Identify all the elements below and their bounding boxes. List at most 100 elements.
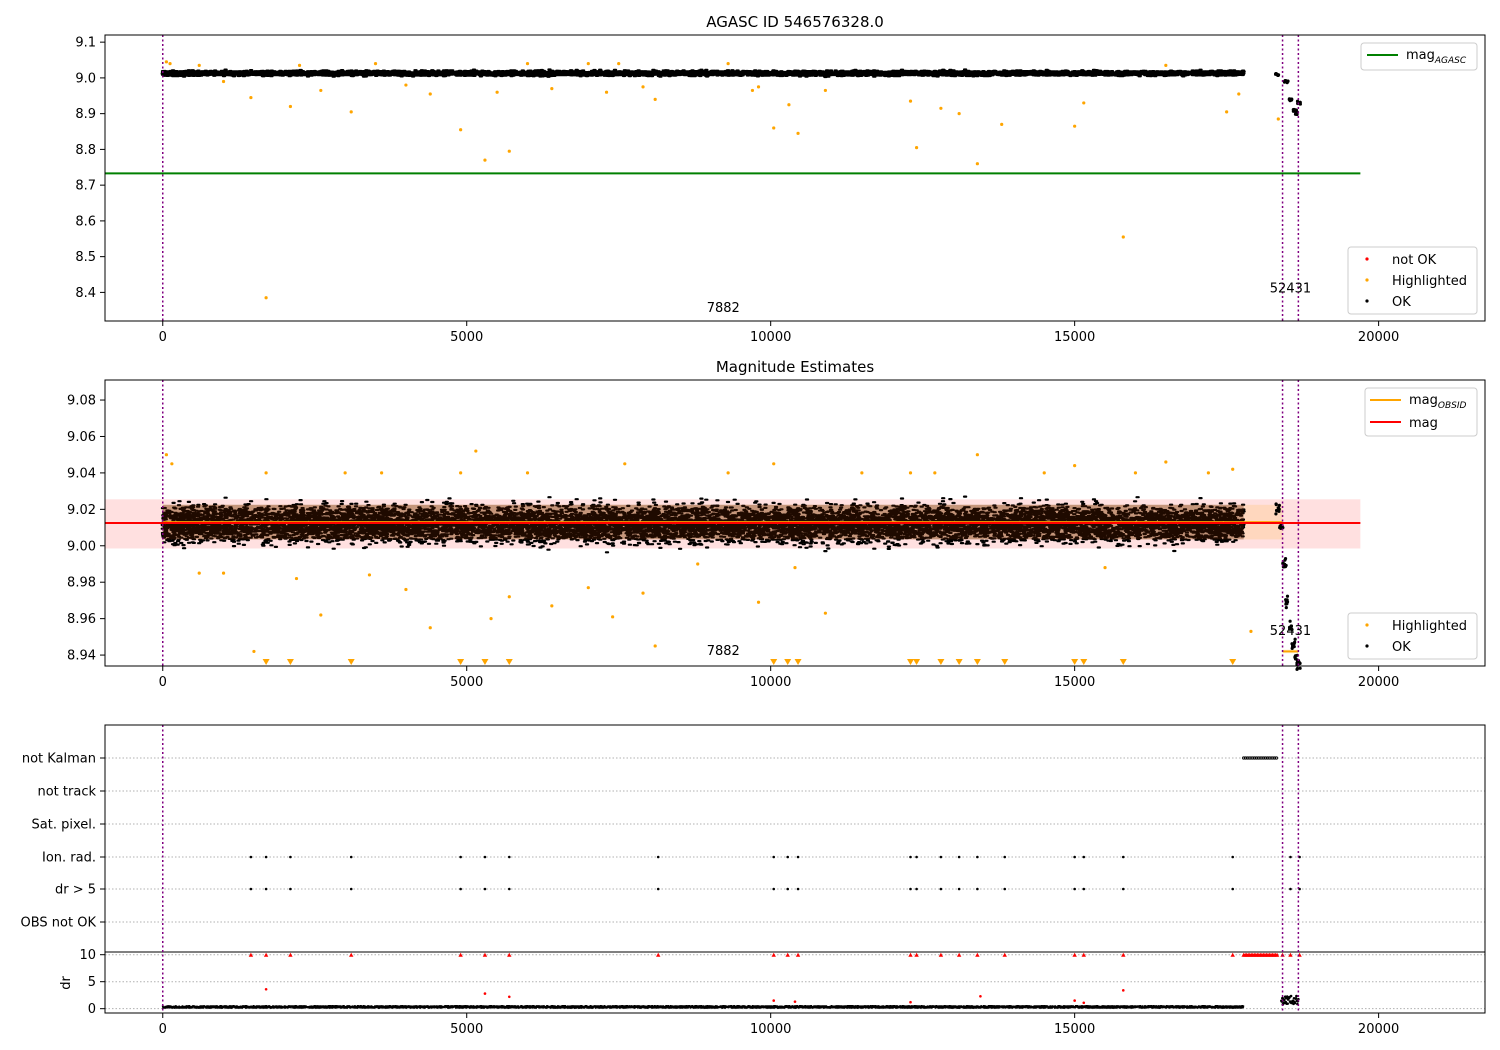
highlighted-point — [1231, 467, 1235, 471]
panel-2-legend-upper: magOBSID mag — [1364, 387, 1478, 437]
highlighted-point — [495, 90, 499, 94]
not-kalman-flag-point — [1251, 756, 1255, 760]
legend-highlighted-label: Highlighted — [1392, 274, 1467, 289]
ion-rad-flag-point — [957, 855, 961, 859]
highlighted-point — [319, 88, 323, 93]
clipped-highlighted-marker — [262, 659, 270, 665]
ion-rad-flag-point — [1289, 855, 1292, 859]
not-kalman-flag-point — [1243, 756, 1248, 760]
panel-1-axes: 0 5000 10000 15000 20000 8.4 8.5 8.6 8.7 8.8 8.9 9.… — [75, 36, 1399, 345]
ion-rad-flag-point — [976, 855, 979, 859]
y-tick-label: 9.06 — [67, 430, 96, 445]
clipped-highlighted-marker — [1119, 659, 1127, 665]
ok-point — [1298, 661, 1302, 666]
dr-gt-5-flag-point — [507, 887, 511, 891]
highlighted-point — [197, 63, 201, 67]
highlighted-point — [164, 60, 169, 64]
ok-point — [1288, 619, 1292, 623]
clipped-highlighted-marker — [907, 659, 915, 665]
highlighted-point — [550, 604, 554, 608]
clipped-highlighted-marker — [784, 659, 792, 665]
x-tick-label: 10000 — [750, 1022, 791, 1037]
x-tick-label: 0 — [159, 1022, 167, 1037]
ok-point — [1284, 602, 1288, 606]
dr-gt-5-flag-point — [1082, 887, 1086, 891]
y-tick-label: 9.04 — [67, 466, 96, 481]
highlighted-point — [1164, 63, 1168, 67]
highlighted-point — [294, 576, 299, 581]
highlighted-point — [908, 99, 913, 103]
highlighted-point — [696, 562, 700, 566]
highlighted-point — [474, 449, 478, 453]
obsid-label: 52431 — [1270, 281, 1311, 296]
highlighted-point — [380, 471, 384, 475]
ion-rad-flag-point — [772, 855, 776, 859]
dr-gt-5-flag-point — [264, 887, 268, 891]
dr-capped-marker — [349, 952, 354, 957]
clipped-highlighted-marker — [1001, 659, 1009, 665]
clipped-highlighted-marker — [286, 659, 294, 665]
highlighted-point — [750, 88, 755, 93]
y-tick-label: 9.02 — [67, 503, 96, 518]
highlighted-point — [586, 586, 590, 590]
not-kalman-flag-point — [1258, 756, 1262, 760]
dr-capped-marker — [1081, 952, 1086, 957]
y-tick-label: 8.94 — [67, 649, 96, 664]
y-tick-label: 8.8 — [75, 143, 96, 158]
panel-2-legend-lower: Highlighted OK — [1347, 612, 1478, 660]
dr-tick-label: 10 — [79, 948, 96, 963]
flag-row-label: OBS not OK — [21, 916, 97, 931]
highlighted-point — [1000, 122, 1004, 126]
highlighted-point — [168, 62, 172, 66]
highlighted-point — [908, 471, 913, 475]
y-tick-label: 8.7 — [75, 179, 96, 194]
y-tick-label: 8.6 — [75, 214, 96, 229]
x-tick-label: 15000 — [1054, 675, 1095, 690]
ion-rad-flag-point — [289, 855, 292, 859]
legend-highlighted-label-2: Highlighted — [1392, 619, 1467, 634]
dr-gt-5-flag-point — [1121, 887, 1125, 891]
dr-tick-label: 5 — [88, 975, 96, 990]
highlighted-point — [975, 162, 979, 166]
highlighted-point — [1249, 629, 1253, 633]
dr-tail-point — [1286, 1002, 1289, 1005]
dr-gt-5-flag-point — [349, 887, 353, 891]
ok-point — [1274, 512, 1278, 516]
ion-rad-flag-point — [796, 855, 800, 859]
ion-rad-flag-point — [1121, 855, 1125, 859]
dr-gt-5-flag-point — [976, 887, 979, 891]
panel-2-frame — [104, 379, 1486, 667]
y-tick-label: 9.00 — [67, 539, 96, 554]
flag-row-label: Ion. rad. — [42, 851, 96, 866]
not-kalman-flag-point — [1274, 756, 1279, 760]
dr-gt-5-flag-point — [909, 887, 912, 891]
ion-rad-flag-point — [459, 855, 462, 859]
highlighted-point — [428, 92, 432, 96]
dr-capped-marker — [771, 952, 776, 957]
ion-rad-flag-point — [909, 855, 912, 859]
ok-point — [1287, 97, 1291, 101]
dr-tail-point — [1289, 994, 1293, 998]
not-kalman-flag-point — [1242, 756, 1246, 760]
obsid-label: 7882 — [707, 644, 740, 659]
legend-ok-label: OK — [1392, 295, 1411, 310]
dr-gt-5-flag-point — [1289, 887, 1292, 891]
dr-mid-point — [1121, 989, 1125, 992]
dr-mid-point — [979, 994, 982, 998]
ion-rad-flag-point — [349, 855, 353, 859]
ok-point — [1281, 561, 1285, 566]
legend-ok-marker — [1365, 299, 1369, 303]
highlighted-point — [1103, 566, 1107, 570]
dr-capped-marker — [656, 952, 661, 957]
dr-tail-point — [1282, 998, 1286, 1002]
dr-capped-marker — [1002, 952, 1007, 957]
highlighted-point — [756, 85, 761, 89]
highlighted-point — [772, 462, 776, 466]
y-tick-label: 9.08 — [67, 394, 96, 409]
ok-point — [1276, 509, 1280, 513]
ion-rad-flag-point — [1231, 855, 1235, 859]
highlighted-point — [772, 126, 776, 130]
dr-mid-point — [1082, 1001, 1086, 1005]
legend-not-ok-label: not OK — [1392, 253, 1437, 268]
